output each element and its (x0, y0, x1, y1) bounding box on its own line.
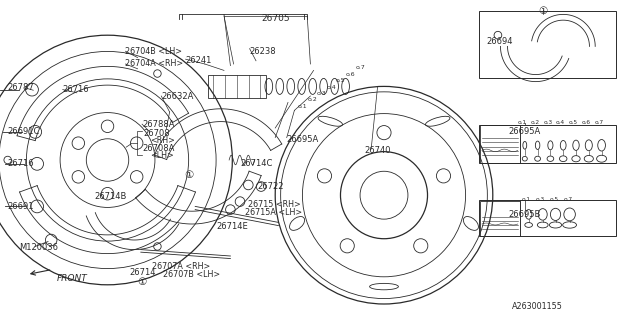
Text: 26722: 26722 (257, 182, 284, 191)
Text: 26707A <RH>: 26707A <RH> (152, 262, 211, 271)
Bar (479, 125, 616, 163)
Text: o.7: o.7 (355, 65, 365, 70)
Bar (480, 125, 520, 163)
Text: o.6: o.6 (346, 72, 355, 77)
Text: o.6: o.6 (582, 120, 591, 125)
Text: 26716: 26716 (8, 159, 35, 168)
Text: 26695A: 26695A (509, 127, 541, 136)
Text: 26694: 26694 (486, 37, 513, 46)
Text: o.3: o.3 (536, 196, 545, 202)
Text: <RH>: <RH> (150, 136, 175, 145)
Text: 26708A: 26708A (142, 144, 175, 153)
Text: o.7: o.7 (595, 120, 604, 125)
Text: <LH>: <LH> (150, 151, 173, 160)
Text: 26704A <RH>: 26704A <RH> (125, 60, 184, 68)
Text: 26632A: 26632A (161, 92, 194, 101)
Text: 26241: 26241 (186, 56, 212, 65)
Text: 26740: 26740 (365, 146, 391, 155)
Text: o.7: o.7 (564, 196, 573, 202)
Bar (480, 201, 520, 236)
Text: 26238: 26238 (250, 47, 276, 56)
Text: FRONT: FRONT (56, 274, 87, 283)
Text: 26691: 26691 (8, 202, 34, 211)
Text: 26715A <LH>: 26715A <LH> (245, 208, 302, 217)
Text: A263001155: A263001155 (512, 302, 563, 311)
Text: ①: ① (138, 277, 147, 287)
Text: o.1: o.1 (518, 120, 527, 125)
Text: o.3: o.3 (317, 91, 326, 96)
Text: 26704B <LH>: 26704B <LH> (125, 47, 182, 56)
Bar (208, 75, 266, 98)
Text: o.2: o.2 (307, 97, 317, 102)
Text: o.5: o.5 (550, 196, 559, 202)
Text: 26707B <LH>: 26707B <LH> (163, 270, 220, 279)
Text: 26715 <RH>: 26715 <RH> (248, 200, 301, 209)
Bar (479, 11, 616, 78)
Text: 26714B: 26714B (95, 192, 127, 201)
Text: 26705: 26705 (261, 14, 289, 23)
Text: o.1: o.1 (522, 196, 531, 202)
Text: o.4: o.4 (556, 120, 565, 125)
Text: o.3: o.3 (543, 120, 552, 125)
Text: M120036: M120036 (19, 244, 58, 252)
Text: ①: ① (538, 6, 547, 16)
Text: 26695B: 26695B (509, 210, 541, 219)
Text: ①: ① (184, 170, 193, 180)
Text: o.4: o.4 (326, 84, 336, 90)
Text: 26714: 26714 (129, 268, 156, 277)
Text: 26787: 26787 (8, 84, 35, 92)
Text: 26691C: 26691C (8, 127, 40, 136)
Text: 26714C: 26714C (241, 159, 273, 168)
Text: o.1: o.1 (298, 104, 307, 109)
Text: o.2: o.2 (531, 120, 540, 125)
Text: 26716: 26716 (63, 85, 90, 94)
Text: o.5: o.5 (336, 78, 346, 83)
Text: o.5: o.5 (569, 120, 578, 125)
Bar (479, 200, 616, 236)
Text: 26714E: 26714E (216, 222, 248, 231)
Text: 26788A: 26788A (142, 120, 175, 129)
Text: 26695A: 26695A (287, 135, 319, 144)
Text: 26708: 26708 (143, 129, 170, 138)
